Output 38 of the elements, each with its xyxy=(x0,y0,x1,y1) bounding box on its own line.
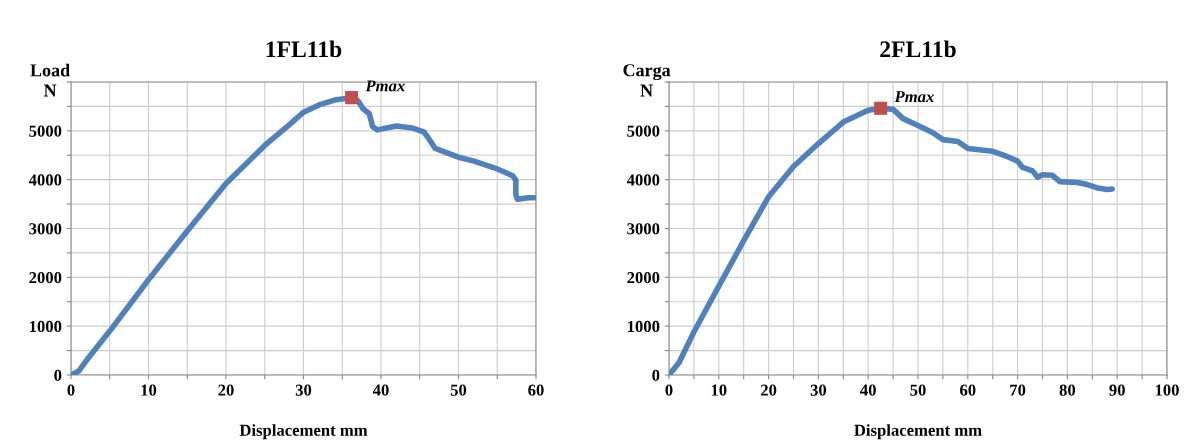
x-tick-label: 10 xyxy=(711,384,727,396)
y-tick-label: 2000 xyxy=(29,272,62,284)
x-tick-label: 10 xyxy=(141,384,157,396)
y-tick-label: 4000 xyxy=(626,174,660,186)
annotation: Pmax xyxy=(365,80,405,92)
y-tick-label: 1000 xyxy=(29,320,62,333)
x-tick-label: 30 xyxy=(810,384,827,396)
x-tick-label: 20 xyxy=(760,384,777,396)
x-tick-label: 0 xyxy=(67,384,75,396)
x-tick-label: 20 xyxy=(218,384,234,396)
x-tick-label: 60 xyxy=(960,384,976,396)
x-tick-label: 50 xyxy=(450,384,467,396)
x-tick-label: 80 xyxy=(1059,384,1076,396)
x-tick-label: 30 xyxy=(295,384,312,396)
chart-title: 2FL11b xyxy=(880,40,956,58)
annotation: Pmax xyxy=(894,91,934,103)
x-tick-label: 70 xyxy=(1010,384,1026,396)
x-tick-label: 60 xyxy=(528,384,544,396)
y-tick-label: 0 xyxy=(652,369,660,381)
y-tick-label: 3000 xyxy=(29,223,62,235)
x-axis-title: Displacement mm xyxy=(239,424,368,440)
y-tick-label: 4000 xyxy=(28,174,62,186)
y-tick-label: 2000 xyxy=(627,272,660,284)
y-tick-label: 5000 xyxy=(29,125,62,137)
chart-title: 1FL11b xyxy=(266,40,342,58)
x-axis-title: Displacement mm xyxy=(854,424,982,440)
x-tick-label: 40 xyxy=(372,384,389,396)
y-tick-label: 5000 xyxy=(627,125,660,137)
y-tick-label: 0 xyxy=(54,369,62,381)
x-tick-label: 40 xyxy=(860,384,876,396)
y-tick-label: 1000 xyxy=(627,320,660,333)
x-tick-label: 100 xyxy=(1155,384,1179,396)
x-tick-label: 0 xyxy=(665,384,673,396)
x-tick-label: 90 xyxy=(1109,384,1125,396)
y-axis-title: Load N xyxy=(30,63,70,97)
x-tick-label: 50 xyxy=(910,384,926,396)
y-axis-title: Carga N xyxy=(623,64,671,97)
y-tick-label: 3000 xyxy=(627,223,660,235)
